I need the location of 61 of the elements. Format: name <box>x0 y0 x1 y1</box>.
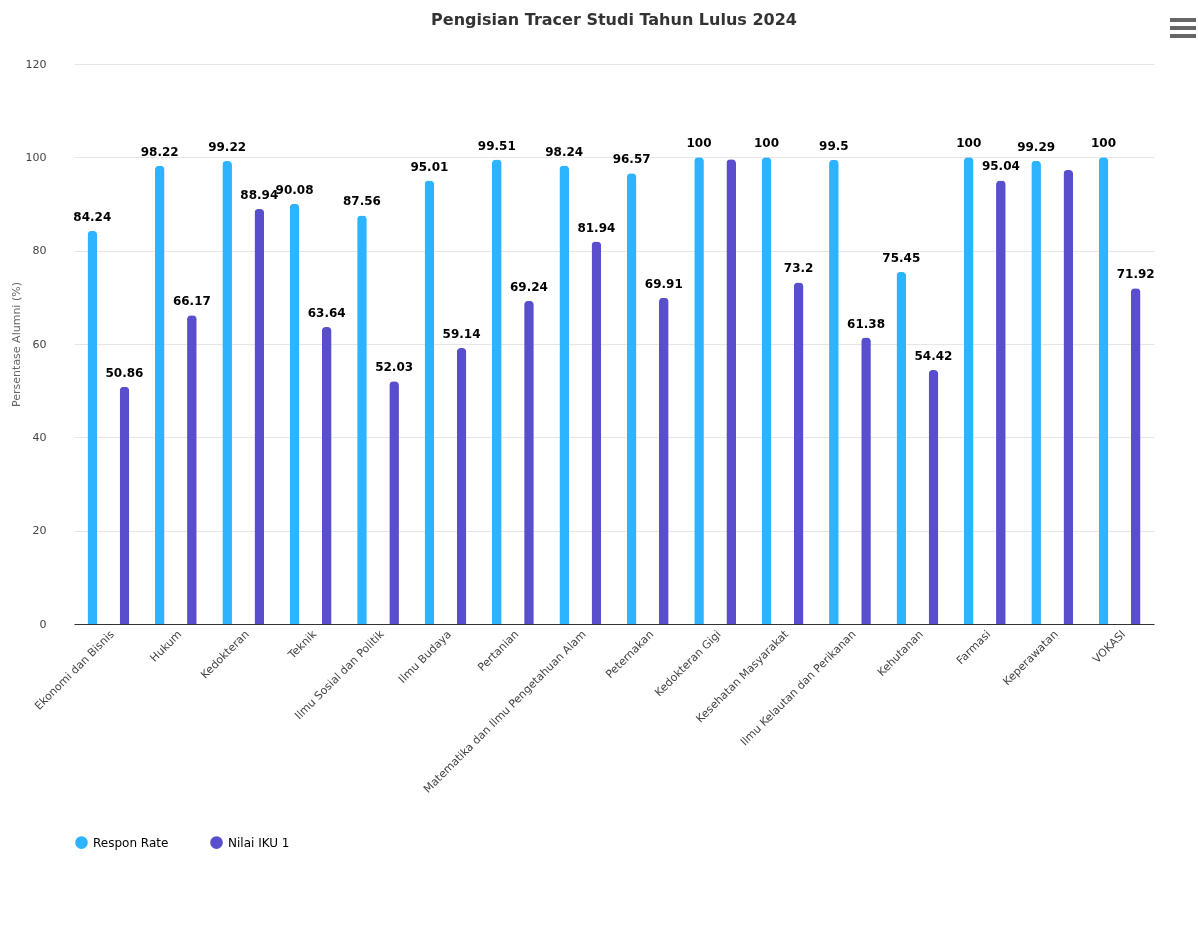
bar <box>626 173 637 624</box>
bar <box>793 282 804 624</box>
bar <box>1098 157 1109 624</box>
legend-label: Nilai IKU 1 <box>228 835 290 850</box>
bar <box>726 159 737 624</box>
data-label: 69.91 <box>644 276 683 291</box>
data-label: 84.24 <box>73 209 112 224</box>
bar <box>491 159 502 624</box>
data-label: 100 <box>686 136 712 151</box>
data-label: 100 <box>1091 136 1117 151</box>
data-label: 99.51 <box>477 138 516 153</box>
data-label: 99.22 <box>208 139 247 154</box>
data-label: 81.94 <box>577 220 616 235</box>
chart-title: Pengisian Tracer Studi Tahun Lulus 2024 <box>431 10 797 29</box>
data-label: 63.64 <box>307 306 346 321</box>
data-label: 69.24 <box>509 279 548 294</box>
y-tick-label: 20 <box>32 524 47 538</box>
bar <box>559 165 570 624</box>
bar <box>154 165 165 624</box>
data-label: 54.42 <box>914 349 953 364</box>
bar <box>321 327 332 624</box>
bar <box>424 180 435 624</box>
bar <box>456 348 467 624</box>
y-tick-label: 100 <box>25 150 47 164</box>
data-label: 99.5 <box>819 138 849 153</box>
data-label: 50.86 <box>105 365 144 380</box>
data-label: 87.56 <box>342 194 381 209</box>
data-label: 99.29 <box>1017 139 1056 154</box>
y-axis-title: Persentase Alumni (%) <box>9 282 23 407</box>
bar <box>591 241 602 624</box>
y-tick-label: 60 <box>32 337 47 351</box>
data-label: 100 <box>753 136 779 151</box>
y-tick-label: 0 <box>39 617 47 631</box>
bar <box>1063 169 1074 624</box>
data-label: 71.92 <box>1116 267 1155 282</box>
bar <box>896 271 907 624</box>
data-label: 98.24 <box>545 144 584 159</box>
data-label: 98.22 <box>140 144 179 159</box>
y-tick-label: 40 <box>32 430 47 444</box>
data-label: 75.45 <box>882 250 921 265</box>
bar <box>119 386 130 624</box>
data-label: 59.14 <box>442 327 481 342</box>
y-tick-label: 80 <box>32 244 47 258</box>
data-label: 96.57 <box>612 152 651 167</box>
bar <box>254 208 265 624</box>
data-label: 100 <box>956 136 982 151</box>
data-label: 73.2 <box>783 261 814 276</box>
bar <box>87 230 98 624</box>
bar <box>963 157 974 624</box>
data-label: 95.01 <box>410 159 449 174</box>
data-label: 52.03 <box>375 360 414 375</box>
data-label: 95.04 <box>981 159 1020 174</box>
bar <box>928 370 939 624</box>
bar <box>289 203 300 624</box>
bar <box>1130 288 1141 624</box>
y-tick-label: 120 <box>25 57 47 71</box>
data-label: 61.38 <box>847 316 886 331</box>
legend-label: Respon Rate <box>93 835 169 850</box>
data-label: 66.17 <box>172 294 211 309</box>
bar <box>761 157 772 624</box>
bar <box>658 297 669 624</box>
